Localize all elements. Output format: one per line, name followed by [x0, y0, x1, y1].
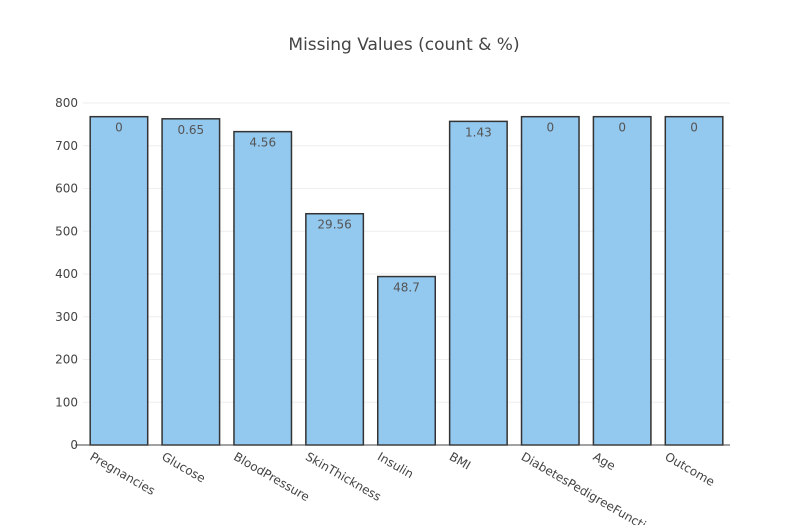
- y-tick-label: 400: [55, 267, 78, 281]
- bar-data-label: 48.7: [393, 281, 420, 295]
- bar: [305, 212, 365, 446]
- y-tick-label: 700: [55, 139, 78, 153]
- bar: [376, 275, 437, 446]
- bar-data-label: 1.43: [465, 125, 492, 139]
- bar: [520, 115, 580, 446]
- y-tick-label: 600: [55, 182, 78, 196]
- bar-data-label: 4.56: [249, 136, 276, 150]
- x-tick-label: SkinThickness: [303, 449, 383, 504]
- bar: [233, 130, 293, 446]
- bar: [592, 115, 652, 446]
- y-tick-label: 200: [55, 353, 78, 367]
- bar-data-label: 0.65: [177, 123, 204, 137]
- bar: [161, 118, 221, 446]
- y-tick-label: 0: [70, 438, 78, 452]
- bar-layer: 0 0.65 4.56 29.56 48.7 1.43 0 0 0: [89, 115, 724, 446]
- y-tick-label: 800: [55, 96, 78, 110]
- x-tick-label: Age: [591, 449, 618, 473]
- bar: [448, 120, 508, 446]
- x-tick-label: Insulin: [375, 449, 416, 481]
- x-tick-label: BMI: [447, 449, 473, 472]
- chart-title: Missing Values (count & %): [288, 35, 519, 55]
- bar-data-label: 0: [690, 121, 698, 135]
- x-tick-label: Outcome: [663, 449, 717, 489]
- bar-data-label: 0: [618, 121, 626, 135]
- y-tick-label: 100: [55, 395, 78, 409]
- x-tick-label: Pregnancies: [87, 449, 157, 498]
- bar-data-label: 0: [546, 121, 554, 135]
- bar: [664, 115, 724, 446]
- y-tick-label: 500: [55, 224, 78, 238]
- x-tick-label: Glucose: [159, 449, 207, 485]
- bar-data-label: 0: [115, 121, 123, 135]
- bar: [89, 115, 149, 446]
- bar-data-label: 29.56: [317, 218, 351, 232]
- y-tick-label: 300: [55, 310, 78, 324]
- x-tick-label: BloodPressure: [231, 449, 312, 504]
